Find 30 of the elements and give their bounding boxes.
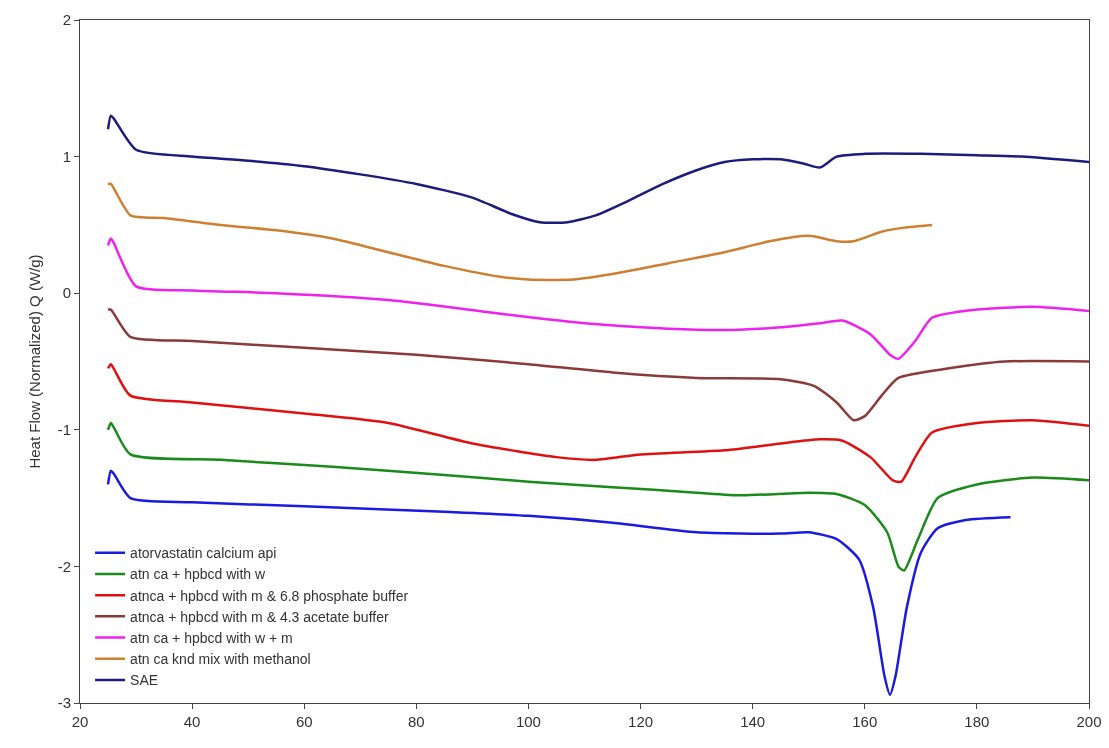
x-tick-label: 20: [71, 713, 89, 730]
legend-label: atn ca + hpbcd with w: [130, 566, 266, 583]
legend-label: atnca + hpbcd with m & 6.8 phosphate buffer: [130, 587, 409, 604]
x-tick-label: 40: [183, 713, 201, 730]
legend-label: atn ca + hpbcd with w + m: [130, 630, 293, 647]
y-tick-label: 0: [62, 284, 71, 302]
x-tick-label: 160: [852, 713, 878, 730]
legend-label: atn ca knd mix with methanol: [130, 651, 311, 668]
x-tick-label: 60: [295, 713, 313, 730]
x-tick-label: 200: [1076, 713, 1102, 730]
line-series: [106, 308, 1089, 422]
line-series: [106, 469, 1012, 697]
line-series: [106, 182, 934, 282]
x-tick-label: 140: [740, 713, 766, 730]
legend-label: SAE: [130, 672, 159, 689]
line-series: [106, 114, 1089, 224]
line-series: [106, 237, 1089, 361]
x-tick-label: 180: [964, 713, 990, 730]
x-tick-label: 100: [515, 713, 541, 730]
y-axis-title: Heat Flow (Normalized) Q (W/g): [26, 254, 43, 469]
legend-label: atorvastatin calcium api: [130, 545, 277, 562]
line-series: [106, 362, 1089, 483]
y-tick-label: -2: [57, 557, 71, 575]
x-tick-label: 120: [628, 713, 654, 730]
y-tick-label: -1: [57, 421, 71, 439]
y-tick-label: 2: [62, 11, 71, 29]
y-tick-label: 1: [62, 147, 71, 165]
legend-label: atnca + hpbcd with m & 4.3 acetate buffer: [130, 608, 389, 625]
x-tick-label: 80: [407, 713, 425, 730]
y-tick-label: -3: [57, 694, 71, 712]
